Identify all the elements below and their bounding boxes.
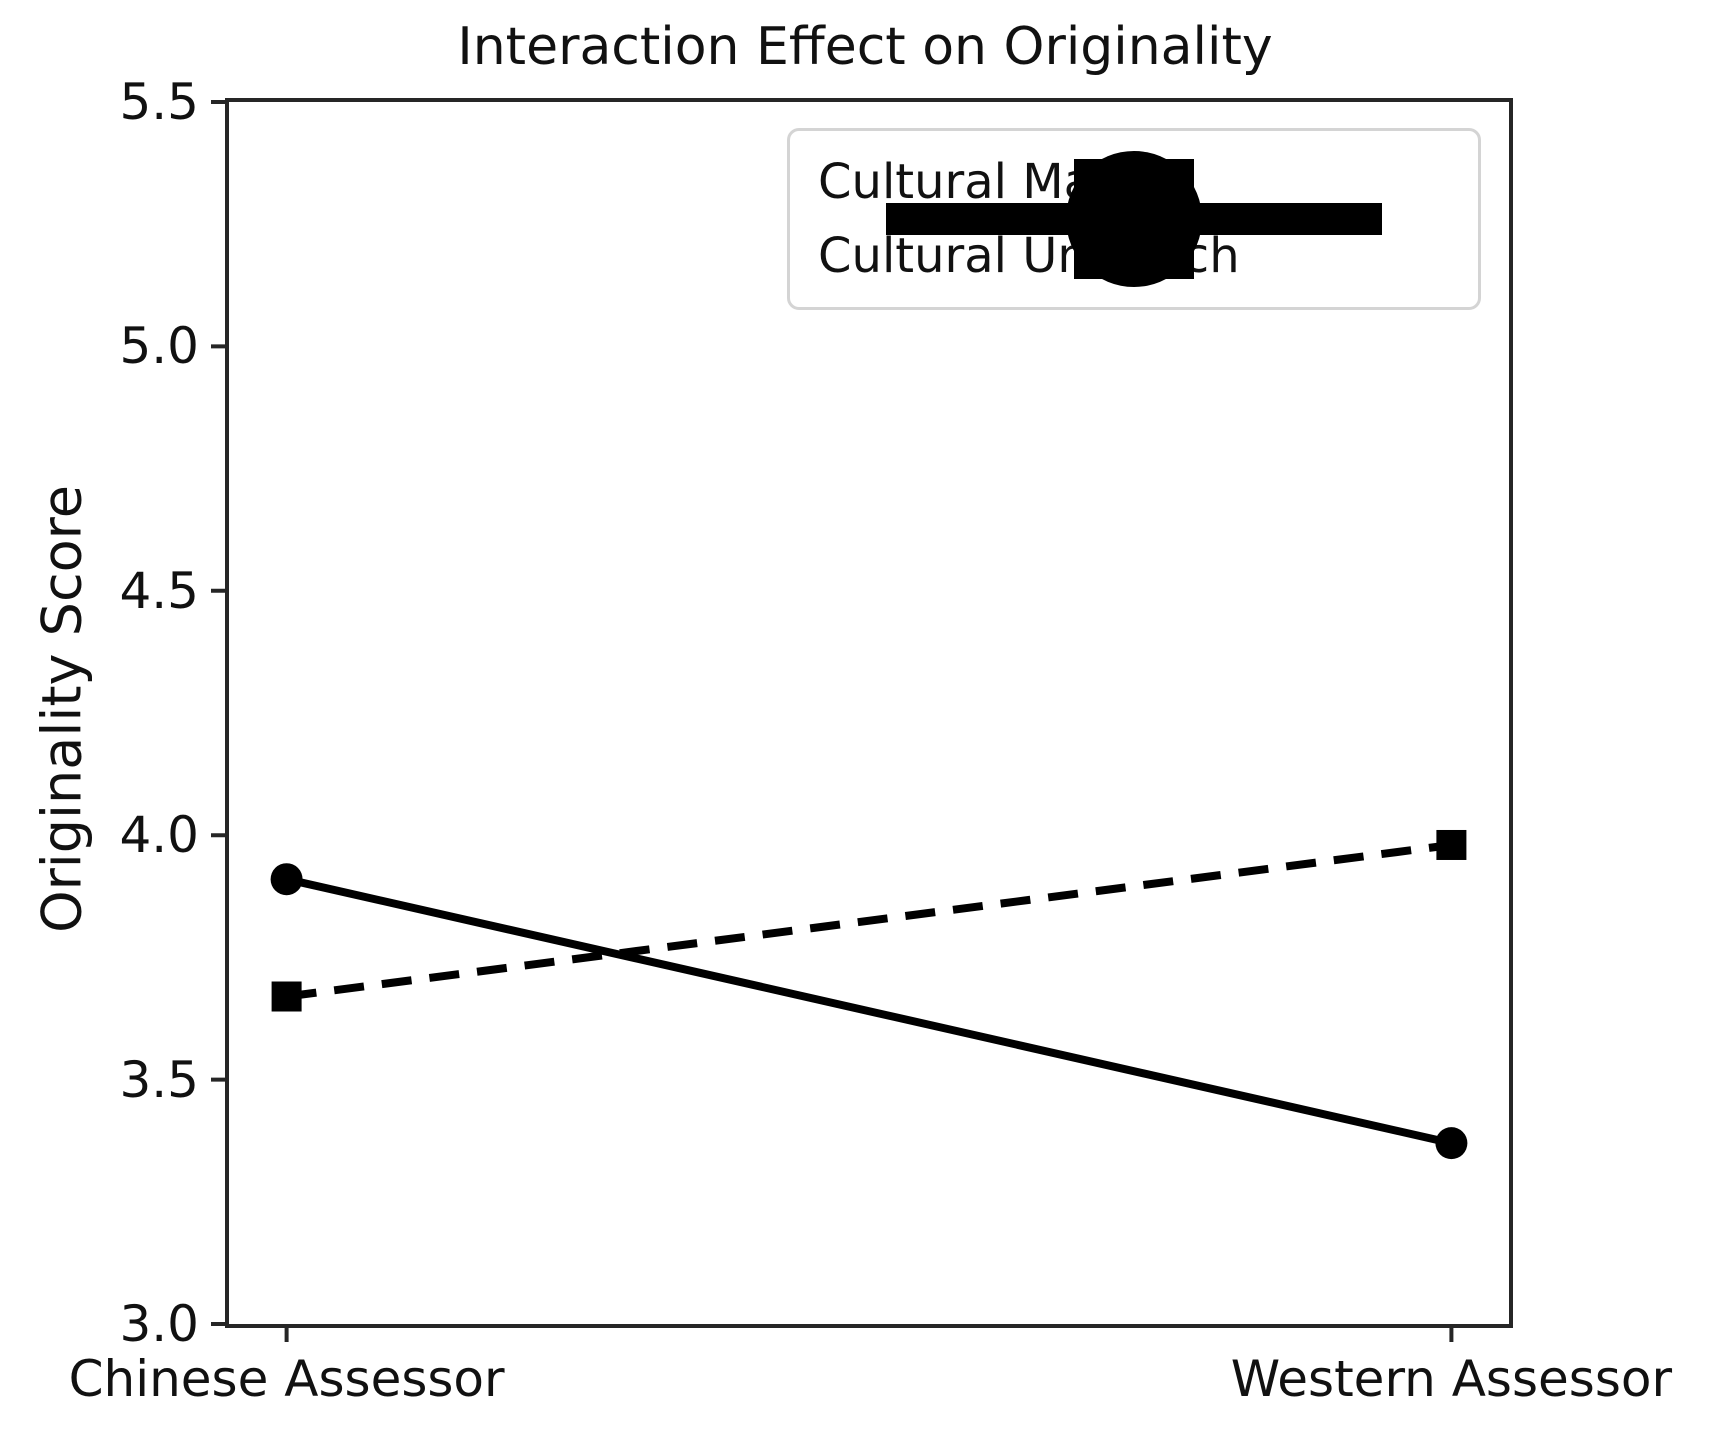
chart-title: Interaction Effect on Originality xyxy=(457,17,1273,77)
y-tick-label: 4.5 xyxy=(119,561,199,620)
y-tick-label: 5.0 xyxy=(119,317,199,376)
x-tick-label-chinese-assessor: Chinese Assessor xyxy=(68,1350,505,1408)
x-tick-label-western-assessor: Western Assessor xyxy=(1230,1350,1673,1408)
y-tick-label: 3.0 xyxy=(119,1295,199,1353)
dashed-line-square-marker-icon xyxy=(886,159,1382,279)
y-axis-label: Originality Score xyxy=(30,485,94,933)
y-tick-label: 4.0 xyxy=(119,806,199,865)
legend-entry-cultural-unmatch: Cultural Unmatch xyxy=(818,159,1450,284)
y-tick-label: 5.5 xyxy=(119,73,199,131)
legend: Cultural Match Cultural Unmatch xyxy=(787,128,1481,310)
plot-svg xyxy=(211,100,1468,1342)
plot-area: 5.5 5.0 4.5 4.0 3.5 3.0 Chinese Assessor… xyxy=(69,73,1672,1408)
y-tick-label: 3.5 xyxy=(119,1050,199,1109)
